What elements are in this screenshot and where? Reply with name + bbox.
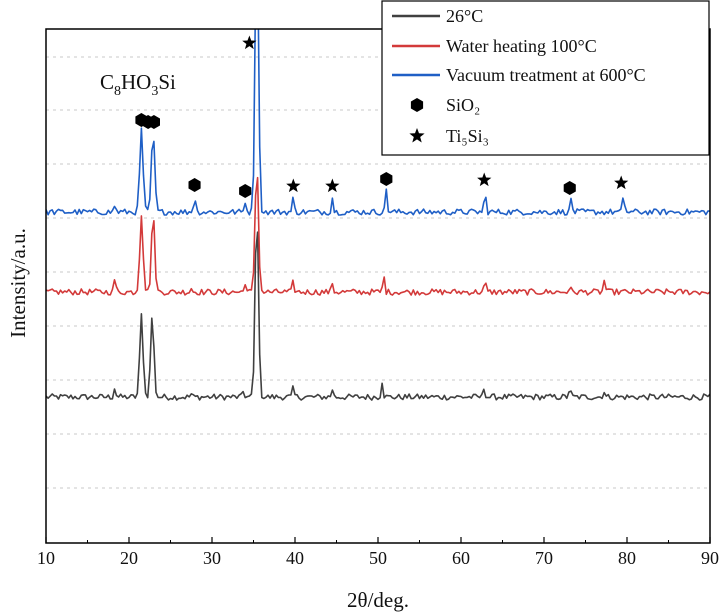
sio2-marker (147, 115, 160, 129)
x-tick-label: 80 (618, 548, 636, 568)
x-tick-label: 20 (120, 548, 138, 568)
series-line-1 (46, 176, 710, 296)
series-line-2 (46, 29, 710, 216)
ti5si3-marker (242, 35, 257, 50)
legend: 26°C Water heating 100°C Vacuum treatmen… (381, 0, 710, 156)
sio2-marker (380, 172, 393, 186)
legend-label-26c: 26°C (446, 6, 483, 26)
series-line-0 (46, 231, 710, 401)
legend-box (381, 0, 710, 156)
marker-layer (135, 35, 629, 198)
ti5si3-marker (477, 172, 492, 187)
legend-hexagon-icon (410, 98, 424, 112)
sio2-marker (239, 184, 252, 198)
x-tick-label: 70 (535, 548, 553, 568)
series-layer (46, 29, 710, 401)
x-tick-label: 90 (701, 548, 719, 568)
legend-label-ti5si3: Ti₅Si₃ (446, 126, 489, 146)
legend-label-water-heating: Water heating 100°C (446, 36, 597, 56)
legend-label-sio2: SiO₂ (446, 95, 480, 115)
ti5si3-marker (614, 175, 629, 190)
x-tick-label: 10 (37, 548, 55, 568)
x-axis-title: 2θ/deg. (347, 588, 409, 612)
ti5si3-marker (325, 178, 340, 193)
legend-star-icon (409, 128, 425, 143)
x-tick-label: 40 (286, 548, 304, 568)
sio2-marker (563, 181, 576, 195)
x-tick-label: 60 (452, 548, 470, 568)
y-axis-title: Intensity/a.u. (6, 228, 30, 338)
sio2-marker (188, 178, 201, 192)
x-tick-label: 50 (369, 548, 387, 568)
ti5si3-marker (286, 178, 301, 193)
compound-annotation: C8HO3Si (100, 70, 176, 99)
x-tick-label: 30 (203, 548, 221, 568)
legend-label-vacuum: Vacuum treatment at 600°C (446, 65, 646, 85)
x-axis: 10 20 30 40 50 60 70 80 90 (37, 537, 719, 568)
